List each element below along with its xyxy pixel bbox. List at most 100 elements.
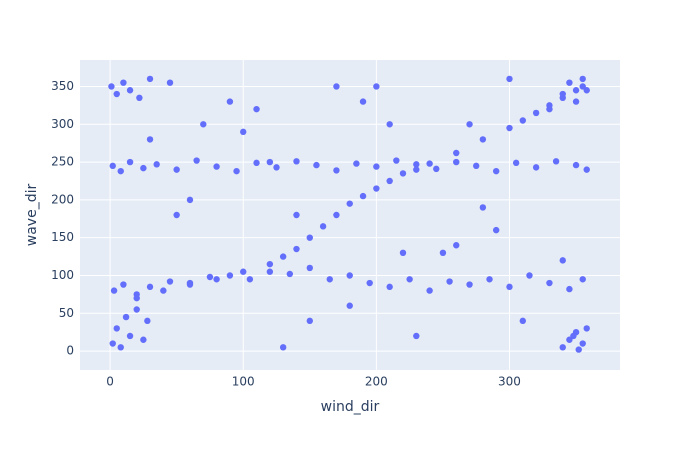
plot-area <box>80 60 620 370</box>
point <box>492 226 500 234</box>
point <box>326 276 333 283</box>
point <box>579 340 586 347</box>
point <box>173 166 180 173</box>
point <box>546 279 553 287</box>
point <box>559 90 566 98</box>
point <box>506 124 513 132</box>
point <box>109 162 116 170</box>
y-tick-label: 0 <box>66 344 74 358</box>
point <box>166 278 174 285</box>
point <box>233 167 240 175</box>
point <box>433 165 440 173</box>
point <box>253 159 260 167</box>
point <box>572 87 580 94</box>
point <box>446 278 453 285</box>
point <box>108 83 115 90</box>
point <box>110 287 118 294</box>
point <box>479 136 487 143</box>
point <box>532 109 540 117</box>
point <box>126 332 134 340</box>
point <box>373 185 380 192</box>
x-tick-label: 200 <box>365 375 388 389</box>
point <box>266 260 274 268</box>
point <box>359 192 367 200</box>
point <box>113 325 120 332</box>
point <box>226 272 234 279</box>
x-tick-label: 300 <box>498 375 521 389</box>
point <box>519 117 527 124</box>
point <box>572 98 580 105</box>
point <box>346 272 353 279</box>
point <box>353 160 360 167</box>
point <box>406 276 413 283</box>
point <box>117 344 124 351</box>
point <box>399 170 407 177</box>
point <box>293 158 300 165</box>
point <box>279 253 287 260</box>
point <box>579 83 586 90</box>
point <box>120 79 127 86</box>
point <box>186 281 194 288</box>
y-tick-label: 350 <box>51 79 74 93</box>
point <box>146 75 154 83</box>
point <box>466 121 473 128</box>
x-axis-title: wind_dir <box>321 399 380 415</box>
point <box>166 79 174 86</box>
point <box>286 270 294 278</box>
point <box>133 294 140 302</box>
point <box>153 161 160 168</box>
point <box>346 302 353 309</box>
point <box>386 121 393 128</box>
point <box>306 234 313 241</box>
point <box>226 98 234 105</box>
point <box>453 242 460 249</box>
point <box>519 317 527 325</box>
point <box>144 317 151 325</box>
point <box>466 281 473 288</box>
point <box>552 158 560 165</box>
point <box>373 163 380 170</box>
point <box>213 163 220 170</box>
point <box>532 164 540 171</box>
point <box>140 164 147 172</box>
point <box>413 166 420 173</box>
points <box>108 75 590 353</box>
grid <box>80 60 620 370</box>
point <box>173 211 180 219</box>
point <box>140 336 147 343</box>
point <box>113 90 120 98</box>
point <box>146 283 154 291</box>
point <box>126 87 134 94</box>
point <box>575 346 582 353</box>
point <box>453 158 460 166</box>
point <box>559 257 566 264</box>
point <box>126 158 134 166</box>
point <box>546 105 553 113</box>
y-tick-label: 50 <box>59 306 74 320</box>
point <box>213 276 220 283</box>
point <box>200 121 207 128</box>
point <box>136 94 143 102</box>
point <box>122 313 130 321</box>
point <box>293 245 300 253</box>
x-tick-label: 0 <box>106 375 114 389</box>
point <box>240 128 247 136</box>
point <box>413 332 420 340</box>
point <box>319 223 327 230</box>
point <box>453 149 460 157</box>
point <box>206 273 214 281</box>
y-tick-label: 200 <box>51 192 74 206</box>
point <box>583 325 590 332</box>
point <box>572 161 580 169</box>
point <box>193 157 200 164</box>
point <box>246 276 254 283</box>
point <box>486 276 493 283</box>
point <box>273 164 280 171</box>
y-tick-label: 250 <box>51 155 74 169</box>
point <box>333 167 340 174</box>
point <box>566 285 573 293</box>
point <box>160 287 167 294</box>
x-tick-label: 100 <box>232 375 255 389</box>
point <box>366 279 373 287</box>
point <box>566 336 573 343</box>
